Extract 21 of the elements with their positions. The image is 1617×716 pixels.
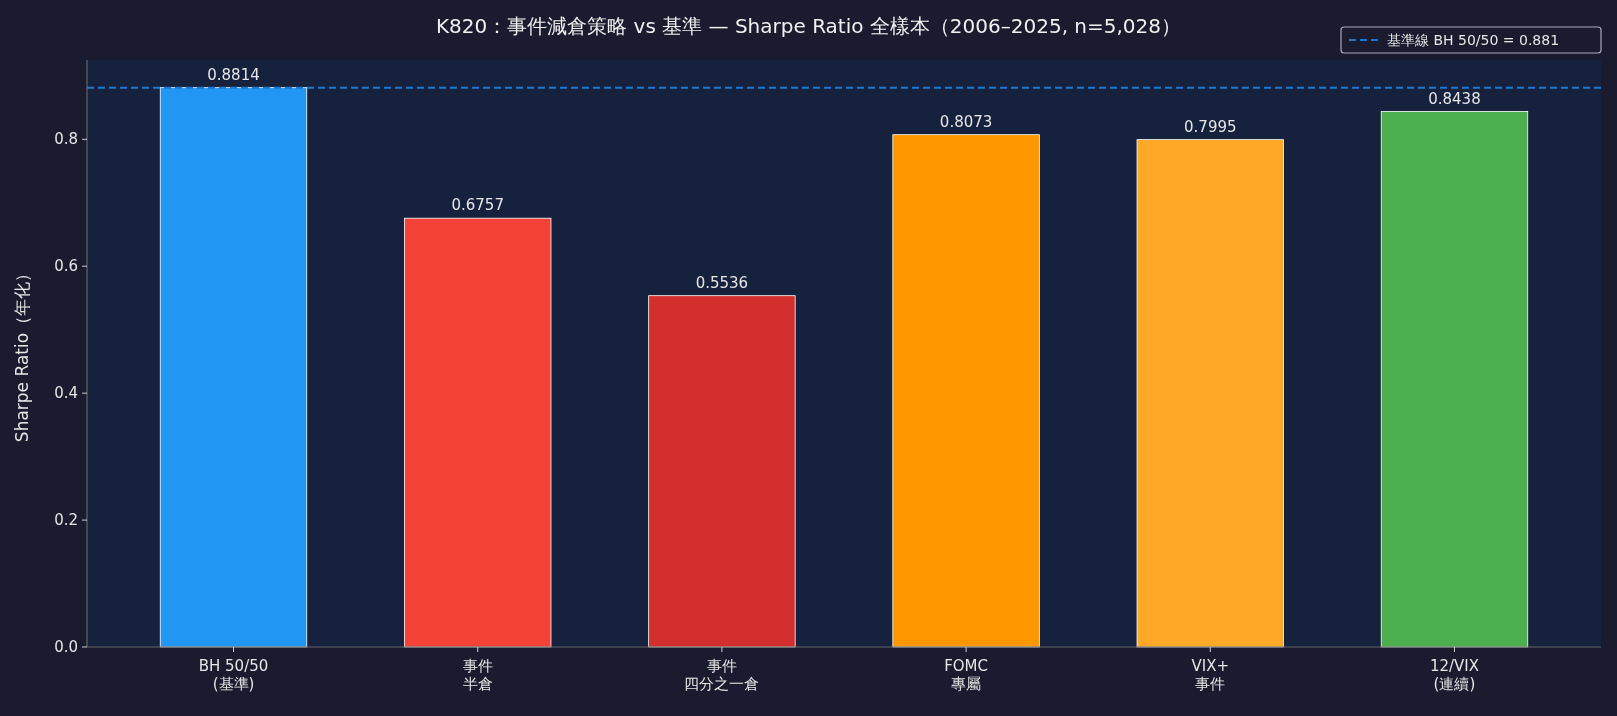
x-tick-label: VIX+ 事件 [1191, 657, 1230, 693]
y-tick-label: 0.2 [54, 511, 78, 530]
data-label: 0.5536 [695, 273, 749, 292]
data-label: 0.8814 [207, 65, 260, 84]
data-label: 0.7995 [1184, 117, 1237, 136]
x-tick-label: FOMC 專屬 [944, 657, 989, 693]
x-tick-label: BH 50/50 (基準) [198, 657, 269, 693]
y-tick-label: 0.4 [54, 384, 78, 403]
x-tick-label: 事件半倉 [462, 657, 493, 693]
x-tick-label: 12/VIX (連續) [1429, 657, 1480, 693]
y-axis-title: Sharpe Ratio（年化） [12, 264, 32, 443]
y-tick-label: 0.8 [54, 130, 78, 149]
legend: 基準線 BH 50/50 = 0.881 [1340, 26, 1602, 54]
x-tick-label: 事件四分之一倉 [684, 657, 760, 693]
y-tick-label: 0.6 [54, 257, 78, 276]
data-label: 0.6757 [451, 196, 504, 215]
data-label: 0.8073 [939, 112, 993, 131]
chart-title: K820：事件減倉策略 vs 基準 — Sharpe Ratio 全樣本（2006–2025, n=5,028） [435, 14, 1182, 38]
y-tick-label: 0.0 [54, 638, 78, 656]
legend-label: 基準線 BH 50/50 = 0.881 [1387, 32, 1560, 48]
data-label: 0.8438 [1428, 89, 1481, 108]
